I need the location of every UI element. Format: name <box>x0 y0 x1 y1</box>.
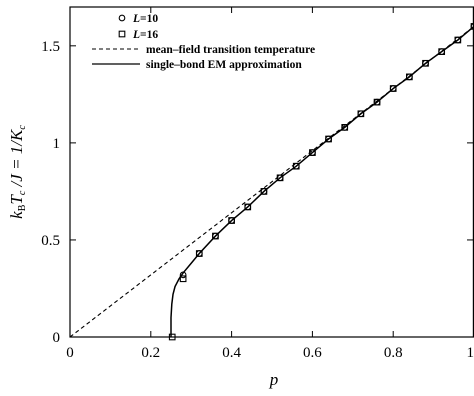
legend-label-l10-text: =10 <box>140 13 158 25</box>
legend-label-l10-prefix: L <box>132 13 140 25</box>
legend-label-l16: L=16 <box>132 29 158 41</box>
legend-label-em: single–bond EM approximation <box>146 59 302 71</box>
y-tick-label: 0 <box>53 330 61 346</box>
legend-entry-l16: L=16 <box>119 29 158 41</box>
legend-entry-l10: L=10 <box>119 13 158 25</box>
legend-marker-circle <box>119 15 125 21</box>
x-tick-label: 0.4 <box>222 345 241 361</box>
series-layer <box>70 24 474 340</box>
y-tick-label: 0.5 <box>41 233 60 249</box>
x-tick-label: 0.2 <box>141 345 160 361</box>
plot-frame <box>70 7 473 337</box>
legend-label-l10: L=10 <box>132 13 158 25</box>
y-axis-title-middle: /J = 1/K <box>7 128 26 191</box>
legend-marker-square <box>119 31 125 37</box>
x-tick-label: 0.6 <box>303 345 322 361</box>
legend-label-l16-prefix: L <box>132 29 140 41</box>
series-line-em <box>171 26 474 337</box>
x-axis-title: p <box>269 370 279 389</box>
x-tick-label: 1 <box>467 345 474 361</box>
y-axis-title: kBTc /J = 1/Kc <box>7 125 28 219</box>
y-tick-label: 1.5 <box>41 39 60 55</box>
legend-entry-mean-field: mean–field transition temperature <box>92 44 315 56</box>
legend: L=10 L=16 mean–field transition temperat… <box>92 13 315 71</box>
legend-label-mean-field: mean–field transition temperature <box>146 44 315 56</box>
x-tick-label: 0.8 <box>384 345 403 361</box>
x-tick-label: 0 <box>66 345 74 361</box>
y-tick-label: 1 <box>53 136 61 152</box>
legend-label-l16-text: =16 <box>140 29 158 41</box>
legend-entry-em: single–bond EM approximation <box>92 59 302 71</box>
y-axis-title-c-subscript-2: c <box>17 125 28 130</box>
